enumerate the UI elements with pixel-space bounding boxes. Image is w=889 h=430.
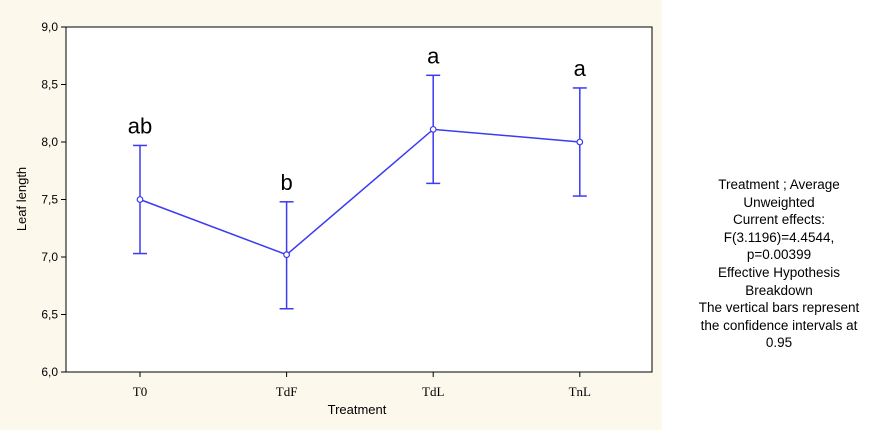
note-line: Treatment ; Average (718, 177, 840, 192)
series-line-group (139, 128, 580, 256)
group-letter: a (574, 56, 587, 81)
data-point (136, 196, 144, 203)
analysis-note: Treatment ; Average Unweighted Current e… (672, 176, 886, 352)
x-axis: T0 TdF TdL TnL (133, 372, 591, 399)
note-line: Unweighted (743, 194, 815, 210)
note-line: F(3.1196)=4.4544, (723, 229, 835, 245)
group-letter: ab (128, 113, 152, 138)
note-line: Breakdown (745, 282, 813, 298)
data-point (283, 251, 291, 259)
note-line: 0.95 (765, 335, 793, 351)
y-tick-label: 9,0 (41, 20, 58, 34)
y-axis-title: Leaf length (14, 167, 29, 231)
x-tick-label: T0 (133, 384, 147, 399)
series-line (139, 128, 580, 256)
y-tick-label: 8,5 (41, 78, 58, 92)
group-letters: ab b a a (128, 43, 587, 195)
note-line: the confidence intervals at (700, 317, 858, 333)
data-point (429, 125, 437, 133)
data-point (576, 138, 584, 146)
data-points (136, 125, 584, 259)
group-letter: a (427, 43, 440, 68)
y-tick-label: 7,0 (41, 250, 58, 264)
y-tick-label: 6,5 (41, 308, 58, 322)
y-axis: 6,0 6,5 7,0 7,5 8,0 8,5 9,0 (41, 20, 66, 379)
note-line: Current effects: (732, 212, 826, 228)
group-letter: b (280, 170, 292, 195)
x-tick-label: TnL (569, 384, 591, 399)
note-line: The vertical bars represent (698, 300, 860, 316)
note-line: Effective Hypothesis (717, 264, 841, 280)
y-tick-label: 7,5 (41, 193, 58, 207)
x-axis-title: Treatment (328, 402, 387, 417)
x-tick-label: TdL (422, 384, 444, 399)
y-tick-label: 6,0 (41, 365, 58, 379)
y-tick-label: 8,0 (41, 135, 58, 149)
plot-area (65, 26, 653, 373)
x-tick-label: TdF (276, 384, 298, 399)
note-line: p=0.00399 (746, 247, 812, 263)
